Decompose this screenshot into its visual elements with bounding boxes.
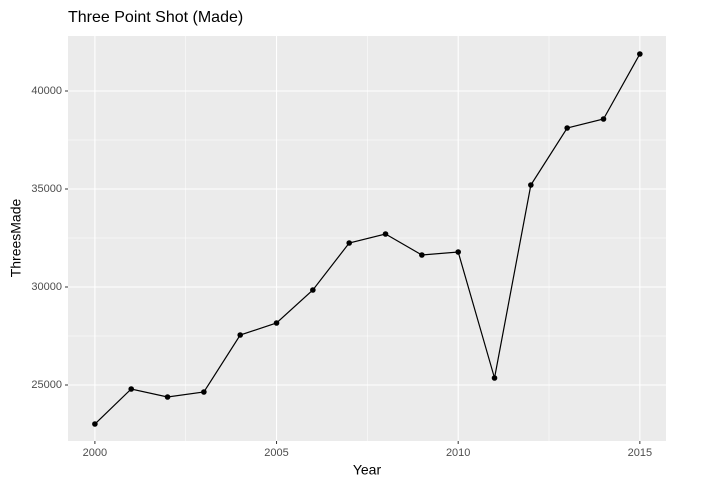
point (237, 332, 244, 338)
point (564, 125, 570, 131)
point (382, 231, 389, 237)
point (310, 287, 316, 293)
point (273, 320, 280, 326)
point (346, 240, 352, 246)
y-tick-label: 35000 (31, 183, 62, 195)
point (637, 51, 643, 57)
chart-title: Three Point Shot (Made) (68, 9, 243, 26)
x-tick-label: 2015 (628, 447, 652, 459)
x-tick-label: 2005 (264, 447, 288, 459)
point (600, 116, 607, 122)
point (128, 386, 135, 392)
point (455, 249, 461, 255)
x-axis-title: Year (353, 462, 382, 478)
line (94, 53, 641, 425)
y-axis-title: ThreesMade (8, 198, 24, 277)
y-tick-label: 25000 (31, 379, 62, 391)
x-tick-label: 2010 (446, 447, 470, 459)
point (92, 421, 98, 427)
x-tick-label: 2000 (83, 447, 107, 459)
point (491, 375, 498, 381)
point (528, 182, 534, 188)
point (201, 389, 207, 395)
point (164, 394, 171, 400)
point (419, 252, 425, 258)
y-tick-label: 30000 (31, 281, 62, 293)
y-tick-label: 40000 (31, 85, 62, 97)
